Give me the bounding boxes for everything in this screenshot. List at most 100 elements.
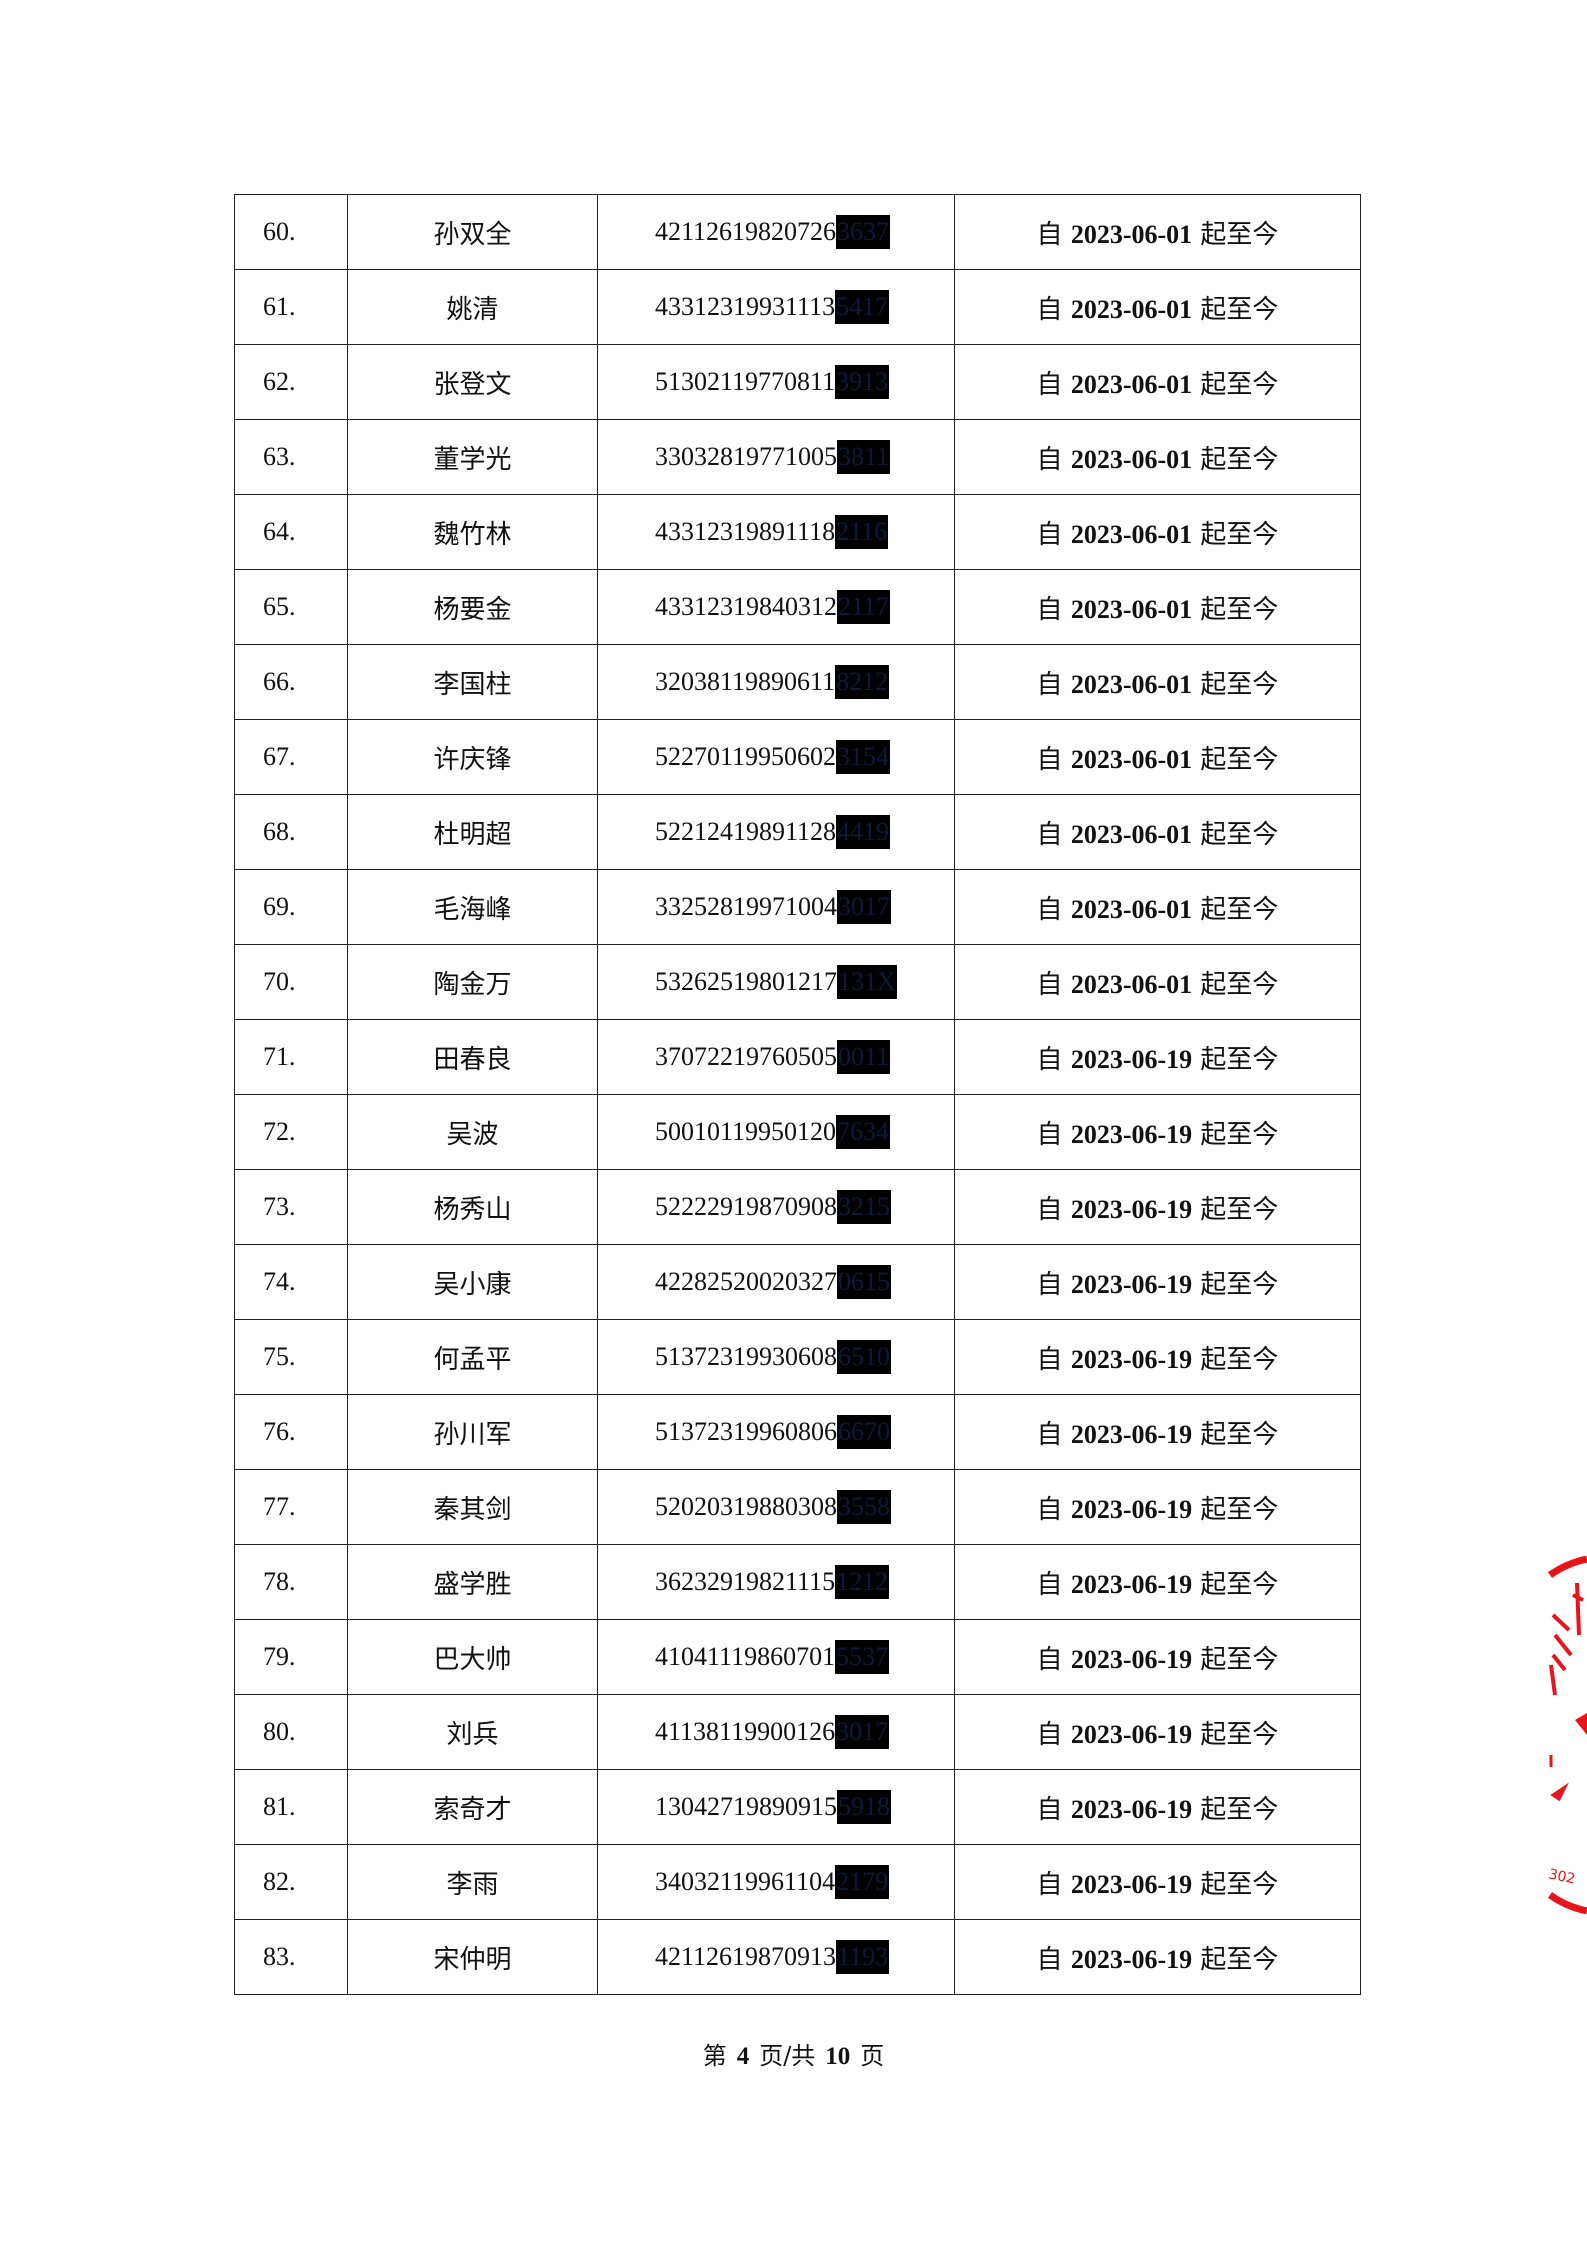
id-visible: 51372319960806 [655,1417,837,1446]
start-date: 自 2023-06-19 起至今 [954,1619,1361,1695]
date-suffix: 起至今 [1200,1194,1279,1225]
person-name: 李雨 [347,1844,598,1920]
date-value: 2023-06-19 [1070,1569,1193,1599]
row-number: 62. [234,344,348,420]
date-value: 2023-06-01 [1070,219,1193,249]
id-number: 500101199501207634 [597,1094,955,1170]
date-suffix: 起至今 [1200,1269,1279,1300]
date-value: 2023-06-01 [1070,969,1193,999]
id-number: 433123198403122117 [597,569,955,645]
date-value: 2023-06-19 [1070,1119,1193,1149]
seal-stamp-icon: 302 [1547,1555,1587,1915]
id-redacted: 5537 [835,1640,890,1674]
table-row: 83. 宋仲明 421126198709131193 自 2023-06-19 起至今 [234,1919,1361,1995]
person-name: 吴小康 [347,1244,598,1320]
row-number: 61. [234,269,348,345]
id-number: 421126198207263637 [597,194,955,270]
date-value: 2023-06-19 [1070,1944,1193,1974]
date-suffix: 起至今 [1200,1494,1279,1525]
date-prefix: 自 [1036,219,1063,250]
table-row: 78. 盛学胜 362329198211151212 自 2023-06-19 起至今 [234,1544,1361,1620]
id-redacted: 131X [837,965,897,999]
date-prefix: 自 [1036,744,1063,775]
id-number: 433123199311135417 [597,269,955,345]
red-seal-stamp: 302 [1547,1555,1587,1915]
id-visible: 37072219760505 [655,1042,837,1071]
date-suffix: 起至今 [1200,1119,1279,1150]
person-name: 许庆锋 [347,719,598,795]
person-name: 陶金万 [347,944,598,1020]
id-visible: 42282520020327 [655,1267,837,1296]
start-date: 自 2023-06-19 起至今 [954,1844,1361,1920]
id-redacted: 2179 [835,1865,890,1899]
date-suffix: 起至今 [1200,1569,1279,1600]
date-suffix: 起至今 [1200,1344,1279,1375]
person-name: 盛学胜 [347,1544,598,1620]
id-visible: 34032119961104 [655,1867,836,1896]
date-prefix: 自 [1036,1494,1063,1525]
id-visible: 52020319880308 [655,1492,837,1521]
id-number: 330328197710053811 [597,419,955,495]
person-name: 董学光 [347,419,598,495]
id-number: 130427198909155918 [597,1769,955,1845]
row-number: 69. [234,869,348,945]
id-redacted: 2116 [835,515,889,549]
id-number: 410411198607015537 [597,1619,955,1695]
page-suffix: 页 [860,2042,885,2070]
id-redacted: 0615 [837,1265,891,1299]
row-number: 78. [234,1544,348,1620]
person-name: 毛海峰 [347,869,598,945]
id-redacted: 4419 [836,815,891,849]
table-row: 73. 杨秀山 522229198709083215 自 2023-06-19 起至今 [234,1169,1361,1245]
page-footer: 第 4 页/共 10 页 [0,2036,1587,2071]
table-row: 69. 毛海峰 332528199710043017 自 2023-06-01 起至今 [234,869,1361,945]
id-visible: 50010119950120 [655,1117,837,1146]
id-number: 421126198709131193 [597,1919,955,1995]
start-date: 自 2023-06-01 起至今 [954,644,1361,720]
id-redacted: 1212 [835,1565,890,1599]
date-prefix: 自 [1036,1644,1063,1675]
id-visible: 13042719890915 [655,1792,837,1821]
date-value: 2023-06-01 [1070,294,1193,324]
id-redacted: 3154 [836,740,891,774]
id-number: 53262519801217131X [597,944,955,1020]
date-value: 2023-06-19 [1070,1494,1193,1524]
date-suffix: 起至今 [1200,1419,1279,1450]
id-visible: 52212419891128 [655,817,837,846]
id-visible: 51302119770811 [655,367,836,396]
row-number: 63. [234,419,348,495]
id-redacted: 3637 [836,215,891,249]
date-suffix: 起至今 [1200,1644,1279,1675]
id-visible: 43312319931113 [655,292,836,321]
person-name: 杜明超 [347,794,598,870]
id-number: 513021197708113913 [597,344,955,420]
date-prefix: 自 [1036,369,1063,400]
date-prefix: 自 [1036,294,1063,325]
id-number: 422825200203270615 [597,1244,955,1320]
id-visible: 42112619820726 [655,217,837,246]
date-prefix: 自 [1036,969,1063,1000]
start-date: 自 2023-06-01 起至今 [954,194,1361,270]
id-number: 433123198911182116 [597,494,955,570]
date-value: 2023-06-01 [1070,669,1193,699]
date-suffix: 起至今 [1200,969,1279,1000]
person-name: 田春良 [347,1019,598,1095]
id-visible: 41138119900126 [655,1717,836,1746]
row-number: 83. [234,1919,348,1995]
date-value: 2023-06-19 [1070,1419,1193,1449]
date-prefix: 自 [1036,894,1063,925]
id-visible: 53262519801217 [655,967,837,996]
person-name: 吴波 [347,1094,598,1170]
page-number: 4 [736,2043,750,2070]
page-total: 10 [825,2043,851,2070]
start-date: 自 2023-06-19 起至今 [954,1469,1361,1545]
table-row: 65. 杨要金 433123198403122117 自 2023-06-01 起至今 [234,569,1361,645]
id-number: 370722197605050011 [597,1019,955,1095]
id-redacted: 6670 [837,1415,891,1449]
date-suffix: 起至今 [1200,219,1279,250]
date-prefix: 自 [1036,1719,1063,1750]
person-name: 何孟平 [347,1319,598,1395]
date-value: 2023-06-19 [1070,1644,1193,1674]
id-visible: 33252819971004 [655,892,837,921]
table-row: 77. 秦其剑 520203198803083558 自 2023-06-19 起至今 [234,1469,1361,1545]
